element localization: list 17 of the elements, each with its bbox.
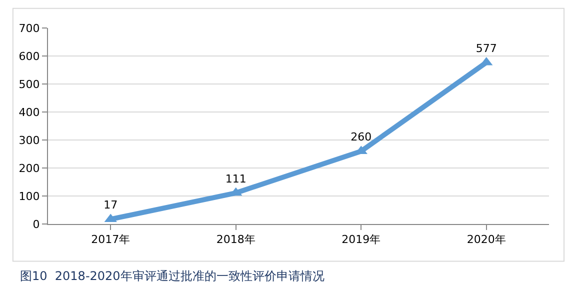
data-label: 111 [225,172,246,186]
caption: 图10 2018-2020年审评通过批准的一致性评价申请情况 [20,269,324,283]
x-tick-label: 2018年 [216,233,256,246]
y-tick-label: 100 [18,190,40,203]
x-tick-label: 2017年 [91,233,130,246]
y-tick-label: 500 [18,78,40,91]
y-tick-label: 400 [18,106,40,119]
data-label: 577 [476,42,497,55]
y-tick-label: 0 [32,218,40,231]
y-tick-label: 700 [18,22,40,35]
data-label: 17 [104,198,118,212]
x-tick-label: 2020年 [466,233,506,246]
x-tick-label: 2019年 [342,233,381,246]
data-label: 260 [350,130,372,144]
y-tick-label: 200 [18,162,40,175]
y-tick-label: 600 [18,50,40,63]
y-tick-label: 300 [18,134,40,147]
